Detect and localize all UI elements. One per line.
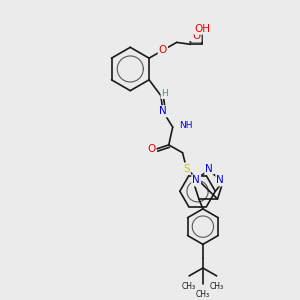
Text: N: N [205, 164, 213, 173]
Text: N: N [192, 176, 200, 185]
Text: CH₃: CH₃ [182, 282, 196, 291]
Text: CH₃: CH₃ [196, 290, 210, 299]
Text: S: S [183, 164, 190, 173]
Text: N: N [159, 106, 167, 116]
Text: OH: OH [194, 24, 210, 34]
Text: CH₃: CH₃ [210, 282, 224, 291]
Text: N: N [216, 176, 224, 185]
Text: O: O [147, 144, 155, 154]
Text: O: O [192, 32, 200, 41]
Text: NH: NH [178, 121, 192, 130]
Text: O: O [159, 45, 167, 55]
Text: H: H [161, 89, 168, 98]
